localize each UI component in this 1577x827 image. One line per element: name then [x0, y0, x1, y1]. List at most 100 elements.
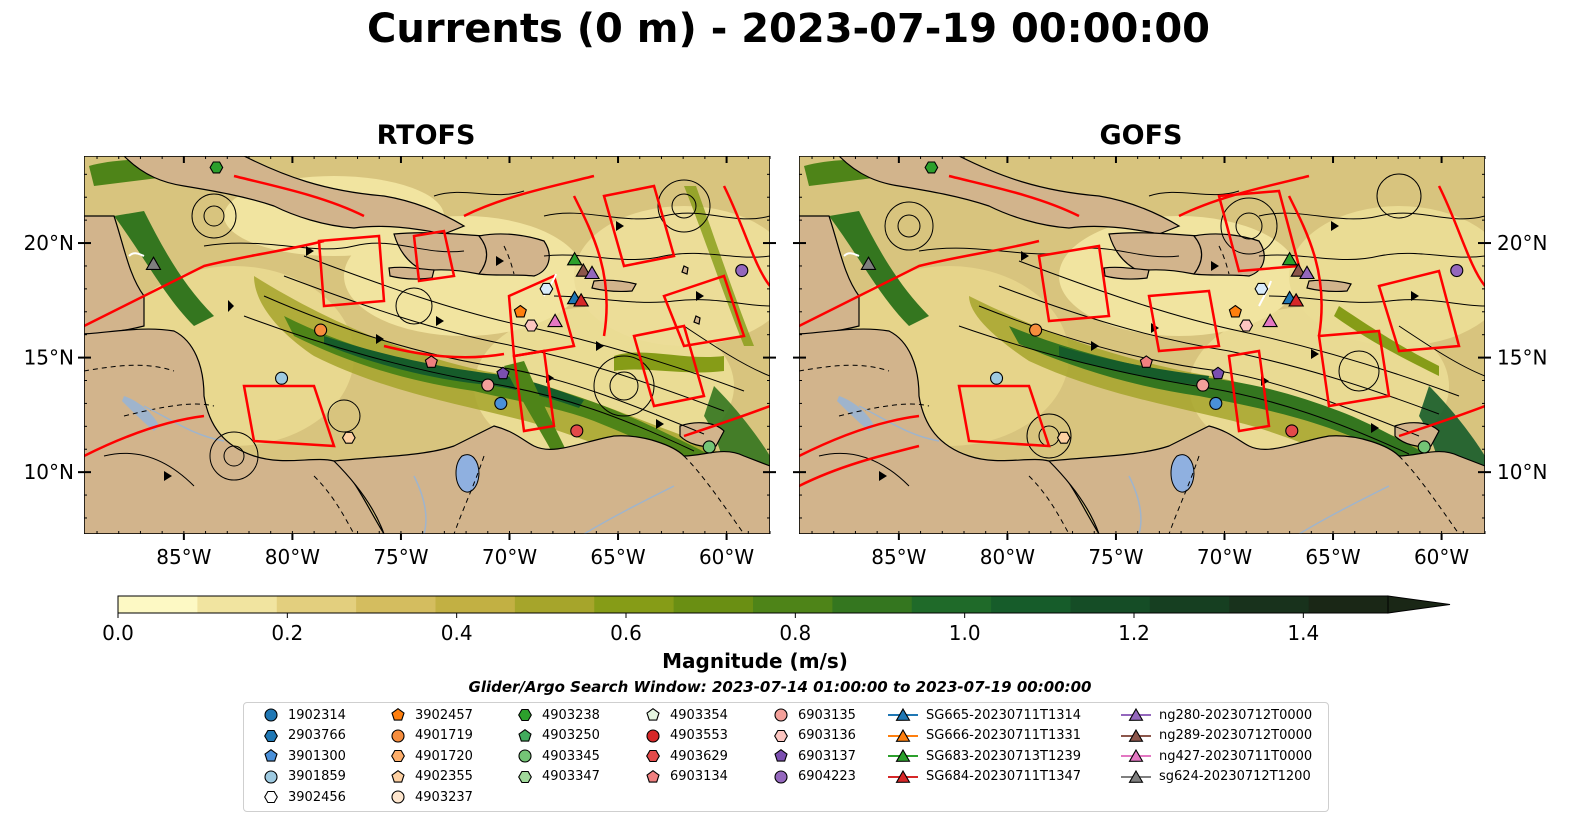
argo-float-marker: [524, 319, 539, 332]
legend-marker-icon: [646, 728, 660, 743]
legend-entry: 4903553: [636, 727, 728, 745]
legend-entry-label: 3902457: [415, 707, 473, 723]
legend-entry-label: 6903135: [798, 707, 856, 723]
legend-marker-icon: [774, 769, 788, 784]
glider-marker: [1281, 251, 1298, 266]
figure-title: Currents (0 m) - 2023-07-19 00:00:00: [367, 6, 1210, 52]
legend-marker-icon: [774, 729, 788, 742]
legend-entry: SG683-20230713T1239: [888, 747, 1081, 765]
argo-float-marker: [513, 304, 527, 318]
legend-entry: 4901719: [381, 727, 473, 745]
legend-entry: 4903238: [508, 706, 600, 724]
legend-marker-icon: [264, 749, 278, 762]
argo-float-marker: [1239, 319, 1254, 332]
legend-entry: 6903136: [764, 727, 856, 745]
lon-tick-label: 80°W: [265, 545, 320, 569]
legend-marker: [1128, 769, 1144, 783]
lat-tick-label: 20°N: [24, 231, 74, 255]
eddy-boundaries: [84, 174, 770, 458]
legend-marker: [895, 728, 911, 742]
legend-marker-icon: [1121, 769, 1151, 783]
legend-marker: [774, 769, 788, 784]
argo-float-marker: [1029, 323, 1043, 337]
legend-entry-label: 4901719: [415, 728, 473, 743]
legend-entry-label: 4901720: [415, 748, 473, 764]
glider-marker: [573, 292, 590, 307]
argo-float-marker: [481, 378, 495, 392]
legend-marker: [391, 790, 405, 804]
legend-entry-label: 3901859: [288, 769, 346, 784]
lon-tick-label: 75°W: [373, 545, 428, 569]
legend-entry: 3901300: [254, 747, 346, 765]
land-masses: [84, 156, 770, 534]
colorbar-segment: [356, 596, 436, 613]
colorbar-extend-arrow: [1387, 595, 1451, 614]
legend: 1902314 2903766 3901300 3901859 3902456 39024…: [243, 702, 1329, 812]
legend-marker-icon: [391, 749, 405, 763]
legend-marker-icon: [264, 708, 278, 722]
colorbar-segment: [673, 596, 754, 613]
legend-entry-label: 6903136: [798, 728, 856, 743]
legend-marker-icon: [518, 770, 532, 783]
legend-entry: 4903345: [508, 747, 600, 765]
legend-marker: [518, 770, 532, 783]
lon-tick-label: 60°W: [1414, 545, 1469, 569]
argo-float-marker: [424, 355, 438, 368]
legend-entry: ng427-20230711T0000: [1121, 747, 1312, 765]
legend-entry: ng280-20230712T0000: [1121, 706, 1312, 724]
colorbar-segment: [832, 596, 913, 613]
legend-marker-icon: [774, 749, 788, 762]
colorbar-segment: [276, 596, 357, 613]
legend-entry: 4903237: [381, 788, 473, 806]
argo-float-marker: [1139, 355, 1153, 368]
legend-entry: 4902355: [381, 768, 473, 786]
search-window-label: Glider/Argo Search Window: 2023-07-14 01…: [468, 678, 1092, 696]
legend-marker-icon: [391, 769, 405, 783]
colorbar-segment: [435, 596, 516, 613]
legend-marker-icon: [774, 708, 788, 722]
colorbar-segment: [753, 596, 833, 613]
legend-marker: [646, 708, 660, 721]
legend-entry: SG666-20230711T1331: [888, 727, 1081, 745]
legend-entry: ng289-20230712T0000: [1121, 727, 1312, 745]
gofs-map[interactable]: [799, 156, 1509, 534]
legend-entry-label: SG683-20230713T1239: [926, 748, 1082, 764]
legend-marker: [264, 749, 278, 762]
colorbar-tick-label: 1.4: [1287, 621, 1319, 645]
colorbar-segment: [594, 596, 675, 613]
lat-tick-label: 10°N: [1497, 460, 1547, 484]
colorbar-tick-label: 0.0: [102, 621, 134, 645]
legend-entry: 4903347: [508, 768, 600, 786]
argo-float-marker: [570, 424, 584, 438]
argo-float-marker: [494, 396, 508, 410]
legend-marker-icon: [391, 728, 405, 743]
colorbar-segment: [991, 596, 1071, 613]
argo-float-marker: [1209, 396, 1223, 410]
legend-entry: 2903766: [254, 727, 346, 745]
colorbar-segment: [1308, 596, 1389, 613]
colorbar-tick-label: 0.2: [271, 621, 303, 645]
argo-float-marker: [341, 431, 356, 444]
legend-entry: 6904223: [764, 768, 856, 786]
colorbar-tick-label: 0.6: [610, 621, 642, 645]
rtofs-map[interactable]: [84, 156, 794, 534]
colorbar-tick-label: 1.0: [949, 621, 981, 645]
glider-marker: [1299, 265, 1315, 280]
lake-maracaibo: [1170, 454, 1195, 493]
legend-entry-label: ng280-20230712T0000: [1159, 707, 1313, 723]
legend-entry-label: 2903766: [288, 728, 346, 743]
colorbar-segment: [1149, 596, 1230, 613]
legend-marker-icon: [518, 708, 532, 722]
argo-float-marker: [702, 440, 716, 454]
lon-tick-label: 85°W: [871, 545, 926, 569]
legend-entry-label: 4903250: [542, 728, 600, 743]
colorbar-segment: [911, 596, 992, 613]
glider-marker: [145, 256, 162, 270]
legend-entry: 4901720: [381, 747, 473, 765]
legend-marker-icon: [646, 749, 660, 763]
legend-marker: [646, 749, 660, 763]
legend-marker: [1128, 728, 1144, 742]
legend-marker-icon: [888, 769, 918, 783]
argo-float-marker: [1211, 366, 1225, 380]
